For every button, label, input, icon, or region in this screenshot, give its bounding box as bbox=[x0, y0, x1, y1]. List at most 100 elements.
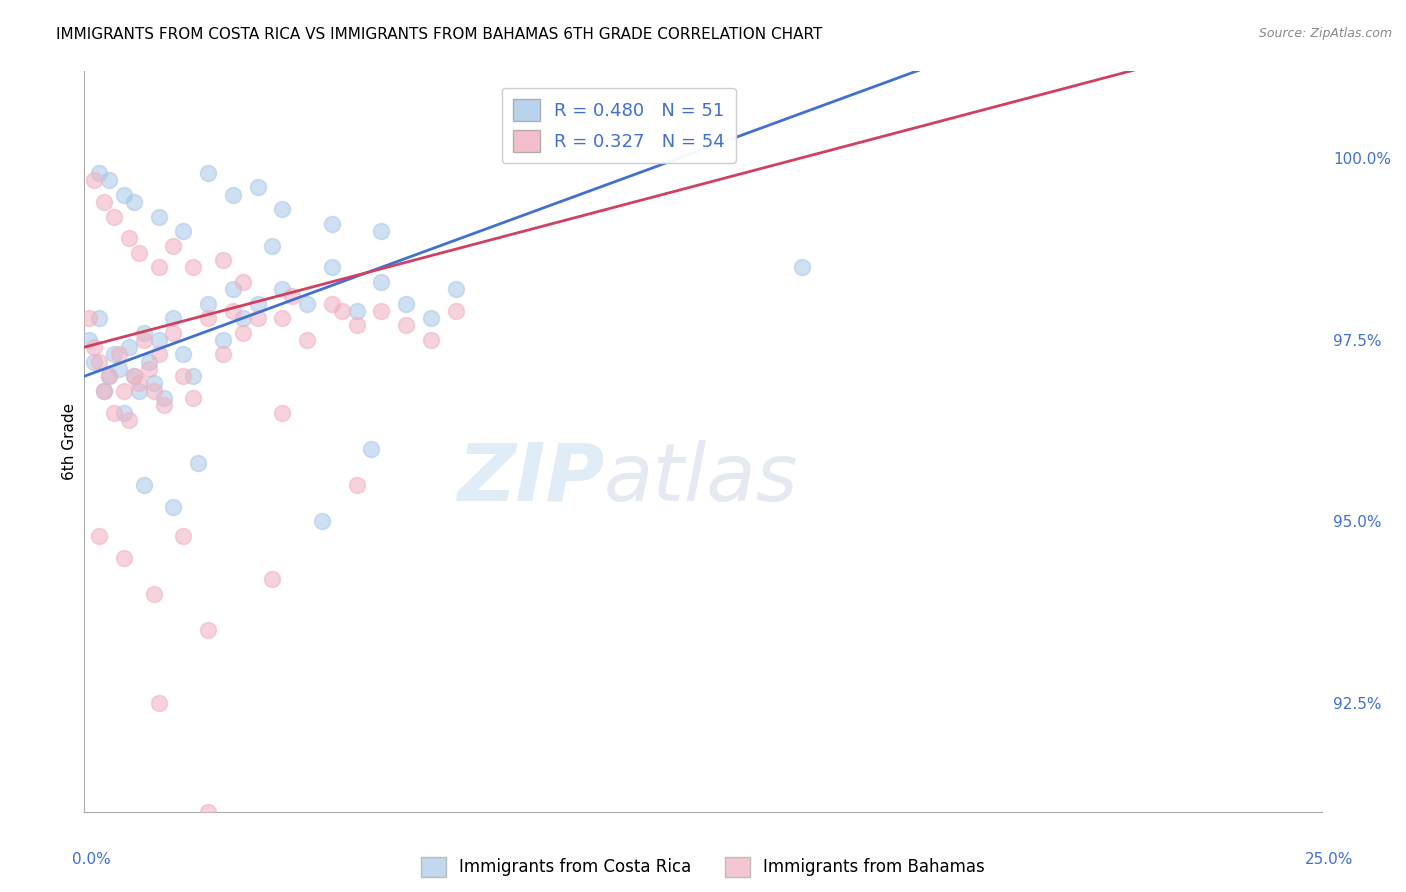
Point bbox=[444, 304, 467, 318]
Point bbox=[271, 202, 294, 217]
Point bbox=[98, 369, 121, 384]
Point bbox=[83, 173, 105, 187]
Point bbox=[89, 311, 111, 326]
Point bbox=[246, 311, 269, 326]
Point bbox=[93, 194, 115, 209]
Point bbox=[172, 224, 194, 238]
Point bbox=[419, 333, 441, 347]
Point bbox=[122, 369, 145, 384]
Point bbox=[395, 296, 418, 310]
Point bbox=[108, 347, 131, 361]
Point bbox=[330, 304, 353, 318]
Point bbox=[212, 347, 235, 361]
Point bbox=[222, 187, 245, 202]
Point bbox=[89, 529, 111, 543]
Point bbox=[118, 340, 141, 354]
Point bbox=[271, 405, 294, 419]
Text: 0.0%: 0.0% bbox=[72, 852, 111, 867]
Point bbox=[112, 384, 135, 398]
Point bbox=[108, 362, 131, 376]
Point bbox=[181, 260, 204, 275]
Point bbox=[187, 456, 209, 470]
Point bbox=[246, 180, 269, 194]
Point bbox=[152, 398, 174, 412]
Point bbox=[122, 369, 145, 384]
Point bbox=[93, 384, 115, 398]
Point bbox=[162, 311, 184, 326]
Point bbox=[112, 550, 135, 565]
Point bbox=[79, 311, 101, 326]
Point bbox=[197, 166, 219, 180]
Point bbox=[197, 296, 219, 310]
Point bbox=[232, 326, 254, 340]
Text: ZIP: ZIP bbox=[457, 440, 605, 517]
Point bbox=[103, 347, 125, 361]
Point bbox=[138, 362, 160, 376]
Point bbox=[132, 326, 155, 340]
Point bbox=[321, 260, 343, 275]
Point bbox=[132, 333, 155, 347]
Point bbox=[271, 311, 294, 326]
Point bbox=[79, 333, 101, 347]
Point bbox=[112, 405, 135, 419]
Point bbox=[89, 354, 111, 368]
Point bbox=[262, 238, 284, 252]
Point bbox=[148, 696, 170, 710]
Point bbox=[142, 587, 165, 601]
Point bbox=[232, 275, 254, 289]
Point bbox=[222, 282, 245, 296]
Point bbox=[346, 304, 368, 318]
Point bbox=[181, 391, 204, 405]
Point bbox=[311, 515, 333, 529]
Point bbox=[321, 217, 343, 231]
Point bbox=[148, 333, 170, 347]
Point bbox=[172, 369, 194, 384]
Point bbox=[197, 805, 219, 819]
Point bbox=[128, 376, 150, 391]
Point bbox=[281, 289, 304, 303]
Point bbox=[162, 326, 184, 340]
Point bbox=[346, 318, 368, 333]
Text: atlas: atlas bbox=[605, 440, 799, 517]
Text: 25.0%: 25.0% bbox=[1305, 852, 1353, 867]
Point bbox=[162, 238, 184, 252]
Point bbox=[83, 354, 105, 368]
Legend: Immigrants from Costa Rica, Immigrants from Bahamas: Immigrants from Costa Rica, Immigrants f… bbox=[415, 850, 991, 884]
Point bbox=[128, 245, 150, 260]
Point bbox=[197, 624, 219, 638]
Point bbox=[89, 166, 111, 180]
Point bbox=[103, 405, 125, 419]
Legend: R = 0.480   N = 51, R = 0.327   N = 54: R = 0.480 N = 51, R = 0.327 N = 54 bbox=[502, 87, 735, 162]
Point bbox=[148, 210, 170, 224]
Point bbox=[172, 529, 194, 543]
Point bbox=[295, 296, 318, 310]
Point bbox=[103, 210, 125, 224]
Point bbox=[181, 369, 204, 384]
Text: IMMIGRANTS FROM COSTA RICA VS IMMIGRANTS FROM BAHAMAS 6TH GRADE CORRELATION CHAR: IMMIGRANTS FROM COSTA RICA VS IMMIGRANTS… bbox=[56, 27, 823, 42]
Point bbox=[98, 369, 121, 384]
Point bbox=[122, 194, 145, 209]
Point bbox=[232, 311, 254, 326]
Point bbox=[295, 333, 318, 347]
Point bbox=[444, 282, 467, 296]
Point bbox=[142, 384, 165, 398]
Point bbox=[93, 384, 115, 398]
Point bbox=[222, 304, 245, 318]
Point bbox=[138, 354, 160, 368]
Point bbox=[790, 260, 813, 275]
Point bbox=[142, 376, 165, 391]
Point bbox=[98, 173, 121, 187]
Point bbox=[370, 224, 392, 238]
Text: Source: ZipAtlas.com: Source: ZipAtlas.com bbox=[1258, 27, 1392, 40]
Point bbox=[197, 311, 219, 326]
Point bbox=[346, 478, 368, 492]
Point bbox=[132, 478, 155, 492]
Point bbox=[419, 311, 441, 326]
Point bbox=[212, 333, 235, 347]
Point bbox=[148, 260, 170, 275]
Point bbox=[246, 296, 269, 310]
Point bbox=[321, 296, 343, 310]
Point bbox=[172, 347, 194, 361]
Point bbox=[112, 187, 135, 202]
Point bbox=[262, 573, 284, 587]
